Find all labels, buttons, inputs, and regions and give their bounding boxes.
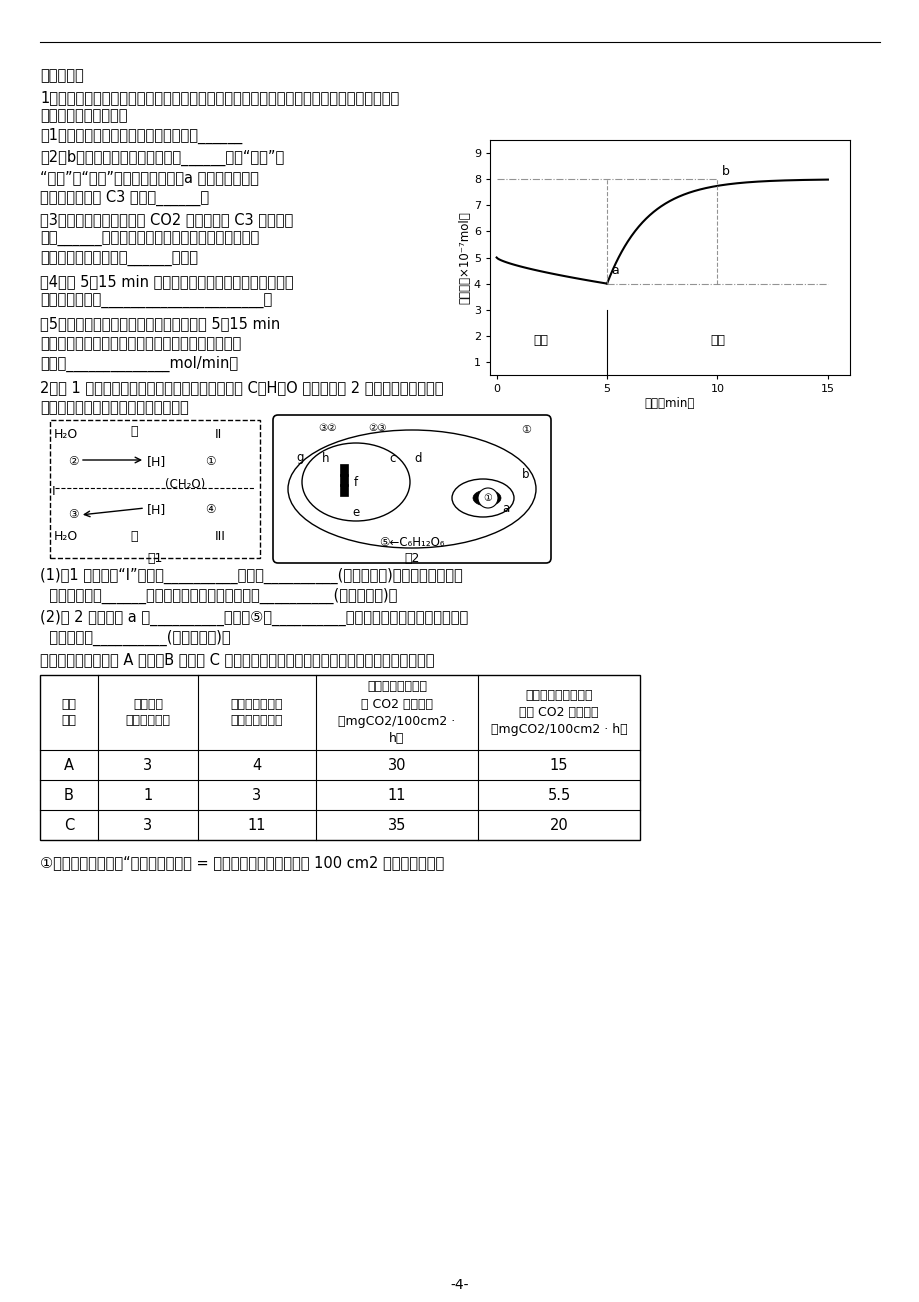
Text: [H]: [H] (147, 454, 166, 467)
Text: 于乙过程的第______阶段，该阶段所发生的场所是__________(答具体结构)。: 于乙过程的第______阶段，该阶段所发生的场所是__________(答具体结… (40, 589, 397, 604)
Text: （3）若减少暗反应所需的 CO2 供应，那么 C3 在短时间: （3）若减少暗反应所需的 CO2 供应，那么 C3 在短时间 (40, 212, 293, 227)
Text: (CH₂O): (CH₂O) (165, 478, 205, 491)
Text: 化，结果如右图所示。: 化，结果如右图所示。 (40, 108, 128, 122)
Text: II: II (215, 428, 222, 441)
Text: H₂O: H₂O (54, 530, 78, 543)
Text: 乙: 乙 (130, 530, 137, 543)
Ellipse shape (451, 479, 514, 517)
Text: 示）是______________mol/min。: 示）是______________mol/min。 (40, 355, 238, 372)
Text: 20: 20 (549, 818, 568, 832)
Text: 内，小麦叶片光合作用的平均速率（用氧气产生量表: 内，小麦叶片光合作用的平均速率（用氧气产生量表 (40, 336, 241, 352)
Text: III: III (215, 530, 226, 543)
Text: d: d (414, 452, 421, 465)
Text: (1)图1 甲过程中“Ⅰ”物质是__________，其在__________(答具体结构)上产生；该物质用: (1)图1 甲过程中“Ⅰ”物质是__________，其在__________(… (40, 568, 462, 585)
Text: ⑤←C₆H₁₂O₆: ⑤←C₆H₁₂O₆ (379, 535, 444, 548)
Text: ③②: ③② (318, 423, 337, 434)
Text: ①: ① (520, 424, 530, 435)
Text: f: f (354, 475, 357, 488)
Text: 3: 3 (252, 788, 261, 802)
Text: “小于”或“等于”）呼吸作用速率。a 点以后的短时间: “小于”或“等于”）呼吸作用速率。a 点以后的短时间 (40, 171, 258, 185)
Text: e: e (352, 505, 359, 518)
Text: h: h (322, 452, 329, 465)
Text: 胞部分代谢过程示意图。请据图回答：: 胞部分代谢过程示意图。请据图回答： (40, 400, 188, 415)
Text: ①如果本实验中定义“植物的光合速率 = 该植物在一定的条件下每 100 cm2 的叶面积上每小: ①如果本实验中定义“植物的光合速率 = 该植物在一定的条件下每 100 cm2 … (40, 855, 444, 870)
Text: （4）在 5～15 min 内，该容器内氧气量增加的速率逐渐: （4）在 5～15 min 内，该容器内氧气量增加的速率逐渐 (40, 273, 293, 289)
FancyBboxPatch shape (273, 415, 550, 562)
Text: ②: ② (68, 454, 78, 467)
Text: 原因是光反应所需原料______不足。: 原因是光反应所需原料______不足。 (40, 253, 198, 267)
Text: 3: 3 (143, 818, 153, 832)
Text: 某兴趣小组实验测定 A 植物、B 植物和 C 植物在不同光照条件下的光合作用强度，结果如下表。: 某兴趣小组实验测定 A 植物、B 植物和 C 植物在不同光照条件下的光合作用强度… (40, 652, 434, 667)
Text: 5.5: 5.5 (547, 788, 570, 802)
Text: 植物
品种: 植物 品种 (62, 698, 76, 728)
Text: 黑暗: 黑暗 (533, 333, 548, 346)
Ellipse shape (288, 430, 536, 548)
Text: a: a (502, 501, 509, 514)
Text: 减小，这是因为______________________。: 减小，这是因为______________________。 (40, 294, 272, 309)
Circle shape (478, 488, 497, 508)
Text: ③: ③ (68, 508, 78, 521)
Text: ②③: ②③ (369, 423, 387, 434)
Text: 图2: 图2 (403, 552, 419, 565)
Text: 内会______，接下来所进行的光反应速率也会下降的: 内会______，接下来所进行的光反应速率也会下降的 (40, 232, 259, 247)
Text: （5）如果叶片的呼吸速率始终不变，则在 5～15 min: （5）如果叶片的呼吸速率始终不变，则在 5～15 min (40, 316, 280, 331)
Ellipse shape (472, 490, 501, 506)
Text: 3: 3 (143, 758, 153, 772)
Text: 内，叶片细胞内 C3 的量将______。: 内，叶片细胞内 C3 的量将______。 (40, 190, 209, 206)
Bar (50, 421, 260, 559)
Text: （1）光合作用的暗反应需要光反应提供______: （1）光合作用的暗反应需要光反应提供______ (40, 128, 242, 145)
Text: a: a (611, 264, 618, 277)
Text: 成的过程有__________(用字母表示)。: 成的过程有__________(用字母表示)。 (40, 630, 231, 646)
Text: 甲: 甲 (130, 424, 137, 437)
Text: A: A (64, 758, 74, 772)
Bar (340, 474, 347, 486)
Bar (340, 464, 347, 477)
Bar (340, 484, 347, 496)
Y-axis label: 氧气量（×10⁻⁷mol）: 氧气量（×10⁻⁷mol） (458, 211, 471, 303)
Text: b: b (522, 469, 529, 482)
Text: 2．图 1 表示番茄叶肉细胞的两个重要生理过程中 C、H、O 的变化，图 2 为大棚中番茄叶肉细: 2．图 1 表示番茄叶肉细胞的两个重要生理过程中 C、H、O 的变化，图 2 为… (40, 380, 443, 395)
Text: (2)图 2 中细胞器 a 是__________，物质⑤是__________。光照充足条件下理论上可以完: (2)图 2 中细胞器 a 是__________，物质⑤是__________… (40, 611, 468, 626)
Text: （2）b点时，叶片的光合作用速率______（填“大于”、: （2）b点时，叶片的光合作用速率______（填“大于”、 (40, 150, 284, 167)
Text: 11: 11 (247, 818, 266, 832)
Text: [H]: [H] (147, 503, 166, 516)
Text: -4-: -4- (450, 1279, 469, 1292)
Text: g: g (296, 452, 303, 465)
Text: 黑暗条件下植物呼吸
作用 CO2 的释放量
（mgCO2/100cm2 · h）: 黑暗条件下植物呼吸 作用 CO2 的释放量 （mgCO2/100cm2 · h） (490, 689, 627, 736)
Text: 植物代谢题: 植物代谢题 (40, 68, 84, 83)
Text: ④: ④ (205, 503, 215, 516)
Bar (40, 674, 640, 840)
Text: 光补偿点
（千勒克斯）: 光补偿点 （千勒克斯） (125, 698, 170, 728)
Text: C: C (63, 818, 74, 832)
Text: 11: 11 (387, 788, 406, 802)
Text: c: c (390, 452, 396, 465)
Text: 35: 35 (388, 818, 406, 832)
Text: 光饱和时光照强
度（千勒克斯）: 光饱和时光照强 度（千勒克斯） (231, 698, 283, 728)
Text: ①: ① (205, 454, 215, 467)
Text: 1．将小麦绿色叶片放在温度适宜的密闭容器内，测量在不同的光照条件下容器内氧气量的变: 1．将小麦绿色叶片放在温度适宜的密闭容器内，测量在不同的光照条件下容器内氧气量的… (40, 90, 399, 105)
X-axis label: 时间（min）: 时间（min） (644, 397, 695, 410)
Text: 图1: 图1 (147, 552, 163, 565)
Text: 30: 30 (387, 758, 406, 772)
Text: b: b (721, 165, 729, 178)
Text: 1: 1 (143, 788, 153, 802)
Text: I: I (52, 486, 55, 497)
Text: 光饱和时植物光合
用 CO2 的消耗量
（mgCO2/100cm2 ·
h）: 光饱和时植物光合 用 CO2 的消耗量 （mgCO2/100cm2 · h） (338, 681, 455, 745)
Text: ①: ① (483, 493, 492, 503)
Text: B: B (64, 788, 74, 802)
Text: 4: 4 (252, 758, 261, 772)
Text: 15: 15 (550, 758, 568, 772)
Text: 光照: 光照 (709, 333, 724, 346)
Ellipse shape (301, 443, 410, 521)
Text: H₂O: H₂O (54, 428, 78, 441)
